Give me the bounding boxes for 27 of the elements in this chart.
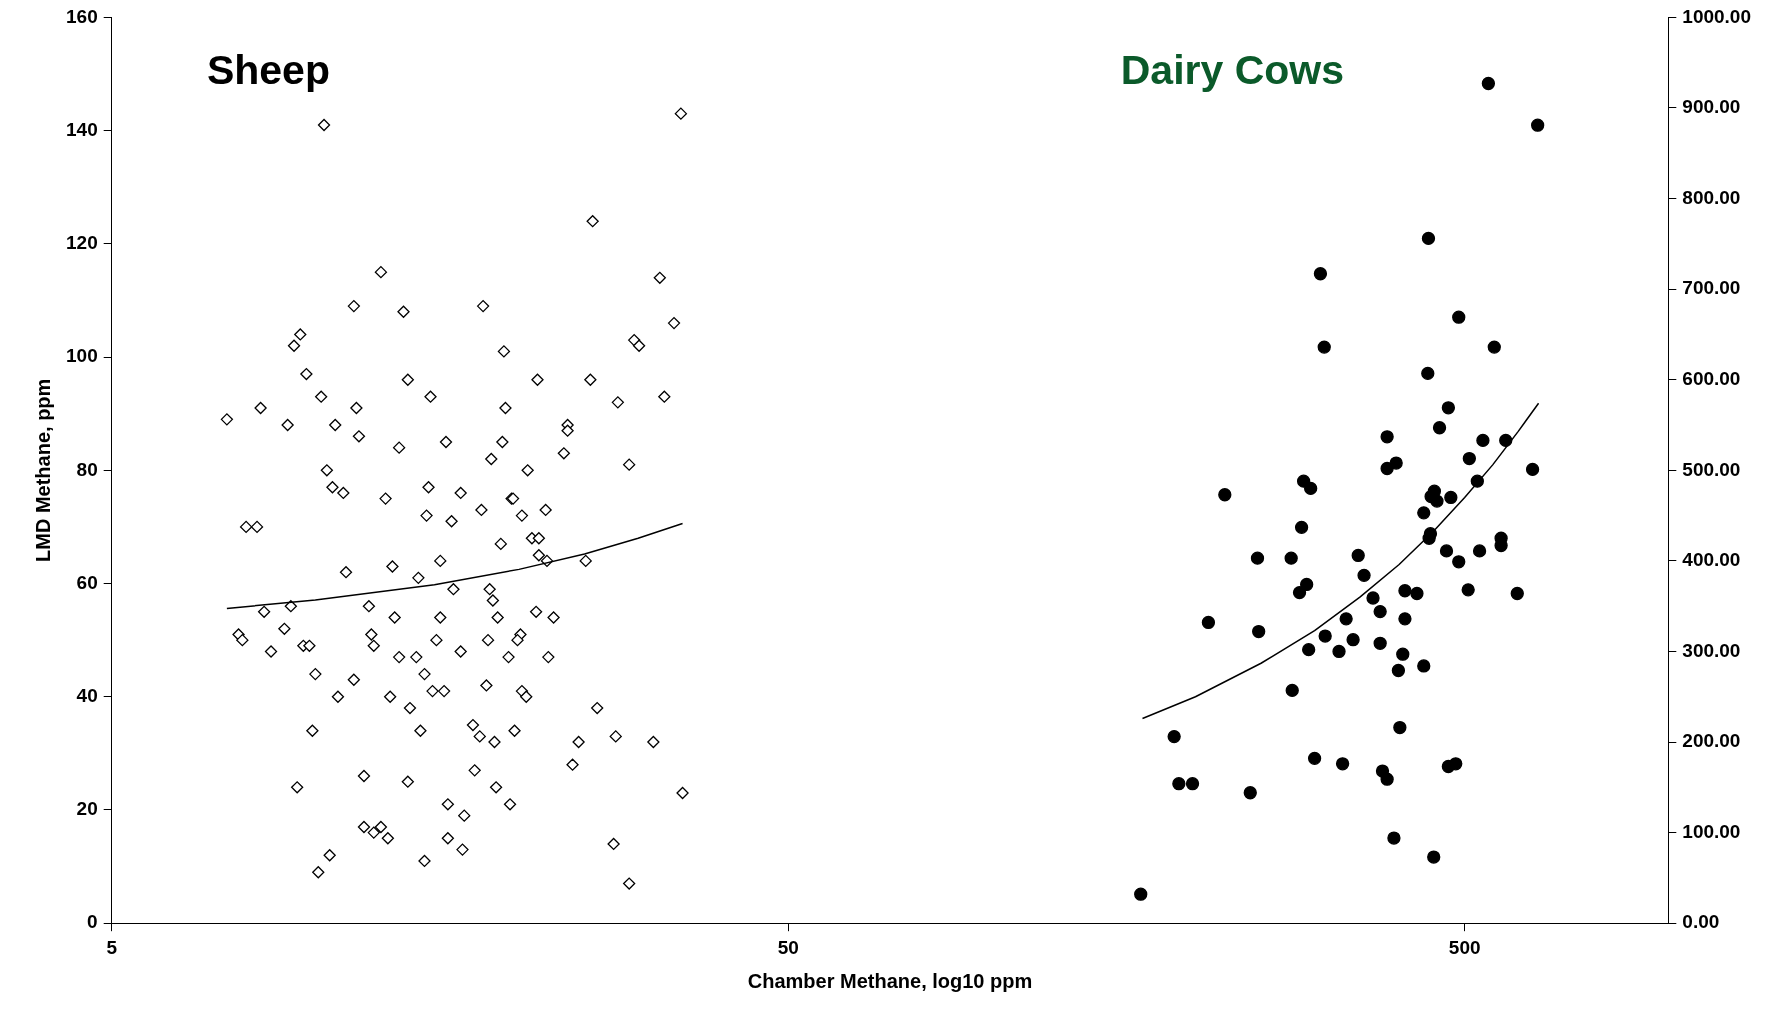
y2-tick-label: 900.00 — [1682, 96, 1741, 118]
y-tick-label: 0 — [87, 911, 98, 933]
y2-tick-label: 300.00 — [1682, 639, 1741, 661]
y2-tick-label: 600.00 — [1682, 367, 1741, 389]
y2-tick-label: 100.00 — [1682, 820, 1741, 842]
annotation: Sheep — [206, 46, 330, 93]
y-tick-label: 100 — [66, 345, 98, 367]
y-tick-label: 60 — [76, 571, 98, 593]
x-tick-label: 50 — [777, 936, 799, 958]
x-tick-label: 500 — [1448, 936, 1481, 958]
y-tick-label: 120 — [66, 232, 98, 254]
y2-tick-label: 500.00 — [1682, 458, 1741, 480]
x-tick-label: 5 — [106, 936, 118, 958]
y2-tick-label: 200.00 — [1682, 730, 1741, 752]
y2-tick-label: 0.00 — [1682, 911, 1720, 933]
y2-tick-label: 1000.00 — [1682, 5, 1752, 27]
y-tick-label: 160 — [66, 5, 98, 27]
annotation: Dairy Cows — [1120, 46, 1345, 93]
y-axis-title: LMD Methane, ppm — [31, 378, 54, 562]
y-tick-label: 80 — [76, 458, 98, 480]
y2-tick-label: 700.00 — [1682, 277, 1741, 299]
y2-tick-label: 400.00 — [1682, 549, 1741, 571]
y-tick-label: 20 — [76, 798, 98, 820]
x-axis-title: Chamber Methane, log10 ppm — [747, 969, 1033, 992]
y-tick-label: 140 — [66, 118, 98, 140]
y-tick-label: 40 — [76, 684, 98, 706]
y2-tick-label: 800.00 — [1682, 186, 1741, 208]
